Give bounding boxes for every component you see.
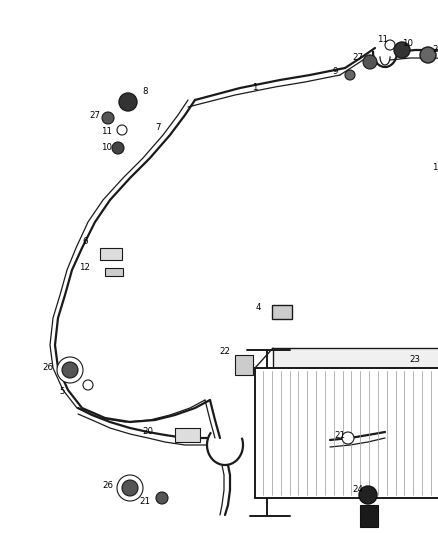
- Text: 28: 28: [432, 45, 438, 54]
- Circle shape: [112, 142, 124, 154]
- Text: 21: 21: [139, 497, 151, 506]
- Text: 8: 8: [142, 87, 148, 96]
- Text: 10: 10: [403, 39, 413, 49]
- Circle shape: [342, 432, 354, 444]
- Bar: [100, 248, 122, 260]
- Bar: [175, 428, 200, 442]
- Text: 20: 20: [142, 427, 153, 437]
- Circle shape: [62, 362, 78, 378]
- Text: 27: 27: [353, 53, 364, 62]
- Text: 21: 21: [335, 431, 346, 440]
- Bar: [360, 505, 378, 527]
- Bar: [272, 305, 292, 319]
- Text: 1: 1: [252, 84, 258, 93]
- Bar: [105, 268, 123, 276]
- Circle shape: [394, 42, 410, 58]
- Text: 4: 4: [255, 303, 261, 312]
- Text: 6: 6: [82, 238, 88, 246]
- Text: 11: 11: [378, 36, 389, 44]
- Text: 26: 26: [42, 364, 53, 373]
- Text: 12: 12: [80, 263, 91, 272]
- Text: 9: 9: [332, 68, 338, 77]
- Circle shape: [122, 480, 138, 496]
- Text: 24: 24: [353, 486, 364, 495]
- Circle shape: [117, 125, 127, 135]
- Circle shape: [119, 93, 137, 111]
- Circle shape: [385, 40, 395, 50]
- Text: 5: 5: [59, 387, 65, 397]
- Text: 23: 23: [410, 356, 420, 365]
- Bar: [235, 355, 253, 375]
- Bar: [273, 348, 438, 478]
- Circle shape: [57, 357, 83, 383]
- Circle shape: [156, 492, 168, 504]
- Circle shape: [83, 380, 93, 390]
- Text: 11: 11: [102, 127, 113, 136]
- Circle shape: [345, 70, 355, 80]
- Text: 10: 10: [102, 143, 113, 152]
- Circle shape: [117, 475, 143, 501]
- Text: 7: 7: [155, 124, 161, 133]
- Text: 22: 22: [219, 348, 230, 357]
- Bar: [255, 368, 438, 498]
- Text: 26: 26: [102, 481, 113, 489]
- Text: 16: 16: [432, 164, 438, 173]
- Circle shape: [102, 112, 114, 124]
- Circle shape: [420, 47, 436, 63]
- Text: 27: 27: [89, 110, 100, 119]
- Circle shape: [363, 55, 377, 69]
- Circle shape: [359, 486, 377, 504]
